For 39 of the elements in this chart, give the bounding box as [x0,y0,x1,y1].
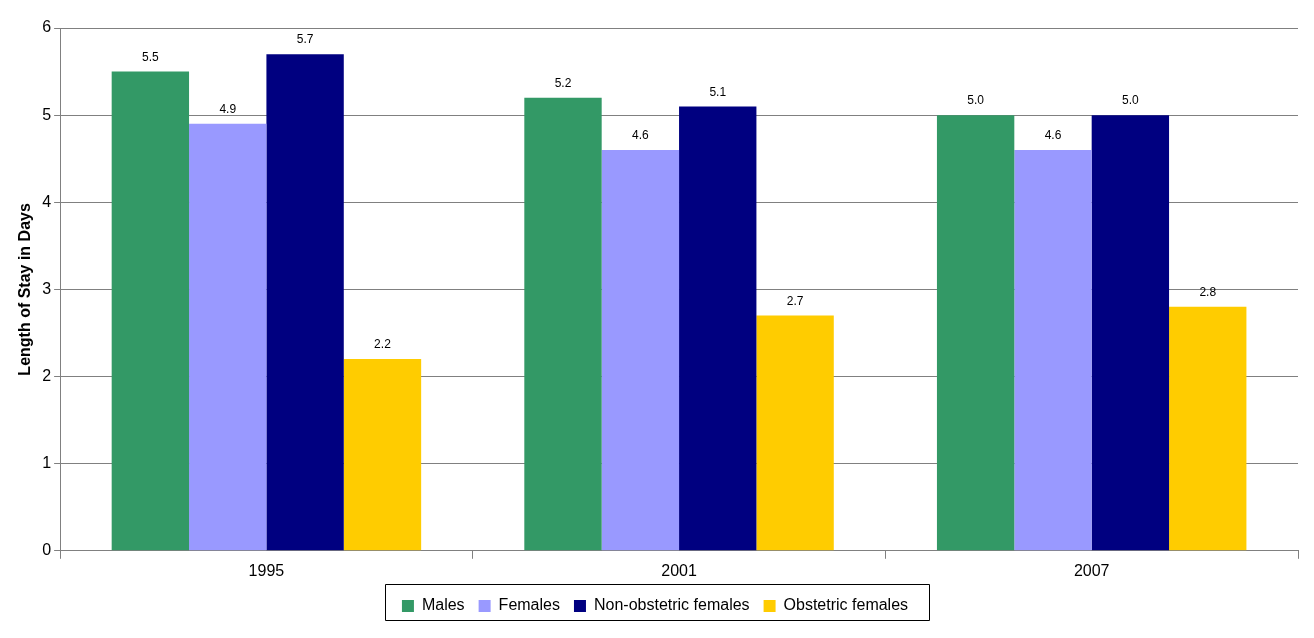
data-label: 5.2 [554,76,572,91]
data-label: 5.0 [1122,93,1140,108]
data-label: 2.7 [786,293,804,308]
x-tick-label: 2007 [1073,561,1110,579]
bar [936,115,1015,551]
bar [756,315,834,551]
y-tick-label: 5 [42,105,52,123]
legend-label: Females [498,596,560,614]
legend-label: Non-obstetric females [593,596,750,614]
data-label: 5.5 [142,49,160,64]
x-tick-label: 1995 [248,561,285,579]
y-tick-label: 6 [42,18,52,36]
bar [1091,115,1170,551]
bar [524,97,602,551]
bar [111,71,190,551]
bar [1014,149,1092,551]
bar [343,359,422,551]
data-label: 2.8 [1199,285,1217,300]
y-tick-label: 3 [42,279,52,297]
y-tick-label: 0 [42,541,52,559]
data-label: 2.2 [374,337,392,352]
legend-label: Males [421,596,465,614]
bar [1169,306,1247,551]
bar [189,123,267,551]
bar [679,106,757,551]
data-label: 4.6 [632,128,650,143]
y-tick-label: 2 [42,366,52,384]
legend-label: Obstetric females [783,596,909,614]
data-label: 4.9 [219,102,237,117]
y-tick-label: 4 [42,192,52,210]
bar [601,149,680,551]
bar [266,54,344,551]
y-axis-title: Length of Stay in Days [16,203,34,376]
data-label: 5.7 [296,32,314,47]
y-tick-label: 1 [42,454,52,472]
x-tick-label: 2001 [661,561,697,579]
data-label: 4.6 [1044,128,1062,143]
data-label: 5.1 [709,84,727,99]
data-label: 5.0 [967,93,985,108]
